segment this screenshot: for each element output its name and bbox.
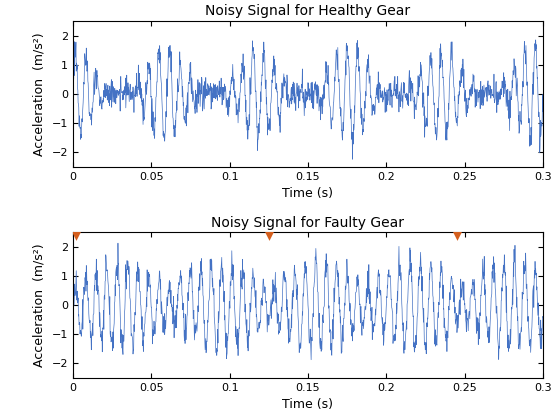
Point <box>264 231 273 238</box>
Title: Noisy Signal for Healthy Gear: Noisy Signal for Healthy Gear <box>206 5 410 18</box>
X-axis label: Time (s): Time (s) <box>282 399 334 412</box>
Point <box>452 231 461 238</box>
Y-axis label: Acceleration  (m/s²): Acceleration (m/s²) <box>33 32 46 156</box>
Y-axis label: Acceleration  (m/s²): Acceleration (m/s²) <box>33 243 46 367</box>
Title: Noisy Signal for Faulty Gear: Noisy Signal for Faulty Gear <box>212 216 404 230</box>
X-axis label: Time (s): Time (s) <box>282 187 334 200</box>
Point <box>72 231 81 238</box>
